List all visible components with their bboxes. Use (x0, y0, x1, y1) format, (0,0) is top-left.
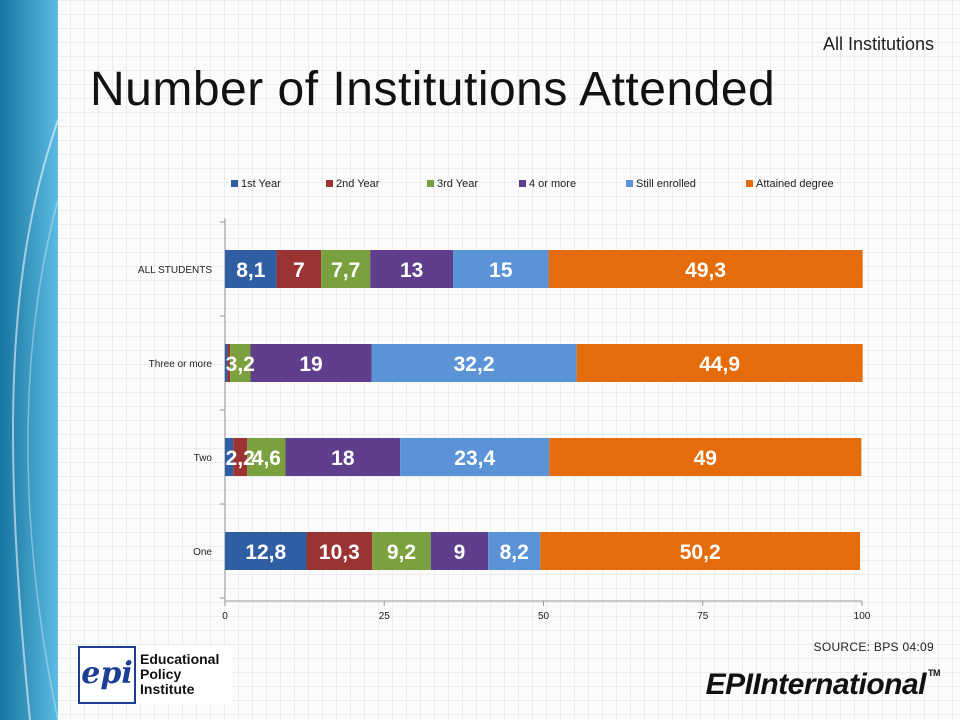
bar-segment (276, 250, 322, 288)
bar-value-label: 32,2 (454, 353, 495, 376)
slide-subtitle: All Institutions (822, 34, 934, 54)
bar-segment (227, 344, 231, 382)
bar-value-label: 8,1 (236, 259, 266, 282)
bar-value-label: 19 (299, 353, 322, 376)
bar-segment (225, 344, 228, 382)
bar-segment (371, 344, 577, 382)
epi-logo-name: Educational Policy Institute (140, 652, 219, 697)
bar-segment (540, 532, 861, 570)
bar-segment (549, 438, 862, 476)
bar-segment (576, 344, 863, 382)
bar-segment (247, 438, 286, 476)
bar-segment (225, 250, 277, 288)
bar-segment (430, 532, 489, 570)
bar-value-label: 49 (694, 447, 717, 470)
epi-international-logo: EPIInternational TM (705, 668, 941, 702)
bar-value-label: 50,2 (680, 541, 721, 564)
legend-swatch (519, 180, 526, 187)
chart-axes: 0 25 50 75 100 ALL STUDENTS Three or more Two On… (138, 218, 871, 622)
legend-label: 3rd Year (437, 178, 478, 190)
x-tick-label: 0 (222, 611, 228, 622)
legend-swatch (427, 180, 434, 187)
bar-value-label: 13 (400, 259, 423, 282)
x-tick-label: 75 (697, 611, 709, 622)
bar-segment (230, 344, 251, 382)
legend-label: Attained degree (756, 178, 834, 190)
chart-bar-labels: 8,1 7 7,7 13 15 49,3 3,2 19 32,2 44,9 2,24,6 18 23,4… (226, 259, 740, 564)
bar-value-label: 9 (454, 541, 466, 564)
slide-title: Number of Institutions Attended (90, 63, 776, 116)
epi-international-text: EPIInternational (705, 668, 927, 701)
source-note: SOURCE: BPS 04:09 (813, 640, 934, 654)
legend-swatch (231, 180, 238, 187)
bar-value-label: 49,3 (685, 259, 726, 282)
legend-swatch (746, 180, 753, 187)
bar-value-label: 4,6 (252, 447, 281, 470)
category-label: Two (194, 453, 213, 464)
epi-logo-mark: epi (78, 646, 136, 704)
epi-logo: epi Educational Policy Institute (78, 646, 232, 704)
bar-value-label: 3,2 (226, 353, 255, 376)
bar-segment (225, 438, 234, 476)
bar-segment (250, 344, 372, 382)
x-tick-label: 25 (379, 611, 391, 622)
bar-value-label: 2,2 (226, 447, 255, 470)
x-tick-label: 100 (854, 611, 871, 622)
bar-value-label: 7 (293, 259, 305, 282)
bar-value-label: 7,7 (331, 259, 360, 282)
bar-segment (225, 532, 307, 570)
epi-logo-line: Educational (140, 651, 220, 667)
category-label: ALL STUDENTS (138, 265, 212, 276)
chart-bars (225, 250, 863, 570)
bar-value-label: 15 (489, 259, 513, 282)
bar-segment (285, 438, 401, 476)
bar-value-label: 10,3 (319, 541, 360, 564)
category-label: One (193, 547, 212, 558)
bar-segment (321, 250, 371, 288)
legend-swatch (326, 180, 333, 187)
bar-segment (372, 532, 431, 570)
bar-value-label: 9,2 (387, 541, 416, 564)
bar-value-label: 18 (331, 447, 355, 470)
bar-segment (488, 532, 541, 570)
bar-value-label: 8,2 (500, 541, 529, 564)
bar-segment (233, 438, 248, 476)
bar-value-label: 44,9 (699, 353, 740, 376)
bar-segment (400, 438, 550, 476)
legend-swatch (626, 180, 633, 187)
legend-label: Still enrolled (636, 178, 696, 190)
bar-segment (370, 250, 454, 288)
chart-legend: 1st Year 2nd Year 3rd Year 4 or more Still e… (231, 178, 834, 190)
x-tick-label: 50 (538, 611, 550, 622)
decorative-side-band (0, 0, 58, 720)
bar-segment (453, 250, 549, 288)
legend-label: 1st Year (241, 178, 281, 190)
legend-label: 2nd Year (336, 178, 380, 190)
bar-segment (306, 532, 373, 570)
bar-value-label: 12,8 (245, 541, 286, 564)
epi-logo-line: Policy (140, 666, 182, 682)
trademark-mark: TM (928, 668, 941, 678)
bar-segment (548, 250, 863, 288)
legend-label: 4 or more (529, 178, 576, 190)
bar-value-label: 23,4 (454, 447, 495, 470)
category-label: Three or more (149, 359, 213, 370)
epi-logo-line: Institute (140, 681, 195, 697)
